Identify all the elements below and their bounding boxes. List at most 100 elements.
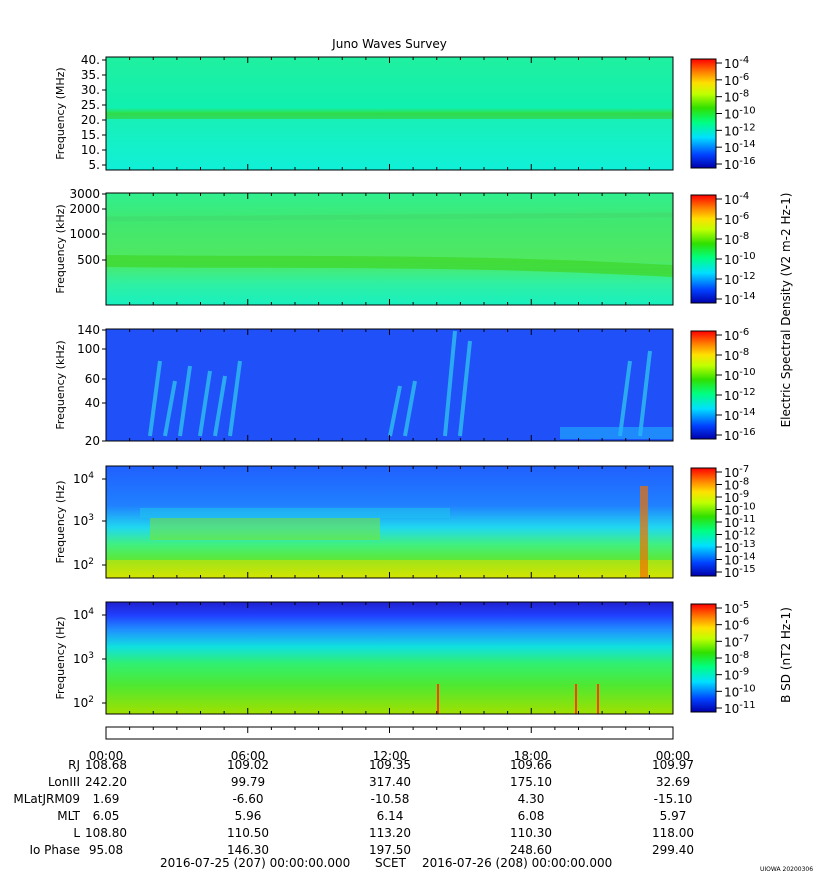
- time-tick-label: 00:00: [655, 749, 691, 763]
- colorbar-3: 10-6 10-8 10-10 10-12 10-14 10-16: [690, 327, 756, 443]
- colorbar-tick-label: 10-14: [724, 291, 756, 307]
- colorbar-gradient: [690, 194, 717, 304]
- colorbar-tick-label: 10-16: [724, 427, 756, 443]
- y-tick-label: 35.: [81, 68, 100, 82]
- ephemeris-value: 6.14: [376, 809, 404, 823]
- y-axis-label: Frequency (kHz): [54, 204, 67, 293]
- colorbar-tick-label: 10-12: [724, 122, 756, 138]
- burst-streak: [403, 380, 417, 437]
- ephemeris-row-label: L: [73, 826, 80, 840]
- y-tick-label: 60: [85, 372, 100, 386]
- emission-band: [105, 212, 674, 222]
- burst-streak: [198, 370, 212, 437]
- emission-band: [140, 508, 450, 518]
- colorbar-tick-label: 10-4: [724, 55, 749, 71]
- colorbar-tick-label: 10-10: [724, 683, 756, 699]
- ephemeris-value: 248.60: [510, 843, 552, 857]
- colorbar-tick-label: 10-8: [724, 347, 749, 363]
- y-tick-label: 40.: [81, 53, 100, 67]
- ephemeris-value: 110.30: [510, 826, 552, 840]
- burst-streak: [458, 340, 472, 437]
- ephemeris-value: 32.69: [655, 775, 691, 789]
- spectrogram-panel-5: Frequency (Hz) 104 103 102: [54, 601, 674, 715]
- y-tick-label: 103: [73, 651, 94, 666]
- y-tick-label: 1000: [69, 227, 100, 241]
- colorbar-tick-label: 10-12: [724, 271, 756, 287]
- colorbar-tick-label: 10-7: [724, 633, 749, 649]
- ephemeris-value: 5.96: [234, 809, 262, 823]
- colorbar-tick-label: 10-14: [724, 407, 756, 423]
- y-tick-label: 10.: [81, 143, 100, 157]
- colorbar-gradient: [690, 58, 717, 169]
- colorbar-tick-label: 10-10: [724, 106, 756, 122]
- colorbar-2: 10-4 10-6 10-8 10-10 10-12 10-14: [690, 191, 756, 307]
- ephemeris-value: 110.50: [227, 826, 269, 840]
- burst-streak: [388, 385, 402, 437]
- y-tick-label: 102: [73, 557, 94, 572]
- ephemeris-value: 118.00: [652, 826, 694, 840]
- ephemeris-value: 99.79: [230, 775, 266, 789]
- ephemeris-value: 109.97: [652, 758, 694, 772]
- ephemeris-value: 108.68: [85, 758, 127, 772]
- time-tick-label: 06:00: [230, 749, 266, 763]
- spectrogram-panel-3: Frequency (kHz) 140 100 60 40 20: [54, 323, 674, 448]
- colorbar-tick-label: 10-10: [724, 251, 756, 267]
- y-axis-label: Frequency (Hz): [54, 481, 67, 564]
- y-tick-label: 103: [73, 513, 94, 528]
- spectrogram-image: [106, 329, 673, 441]
- colorbar-tick-label: 10-8: [724, 231, 749, 247]
- ephemeris-value: 109.02: [227, 758, 269, 772]
- ephemeris-row-label: MLatJRM09: [13, 792, 80, 806]
- credit-stamp: UIOWA 20200306: [760, 866, 814, 873]
- colorbar-tick-label: 10-9: [724, 667, 749, 683]
- colorbar-tick-label: 10-14: [724, 139, 756, 155]
- ephemeris-value: 146.30: [227, 843, 269, 857]
- emission-band: [106, 113, 673, 119]
- emission-band: [105, 255, 674, 277]
- y-tick-label: 104: [73, 471, 94, 486]
- ephemeris-value: 6.05: [92, 809, 120, 823]
- ephemeris-value: 317.40: [369, 775, 411, 789]
- y-tick-label: 140: [77, 323, 100, 337]
- colorbar-tick-label: 10-5: [724, 600, 749, 616]
- footer-scet-label: SCET: [375, 856, 406, 870]
- y-axis-label: Frequency (kHz): [54, 340, 67, 429]
- spectrogram-panel-4: Frequency (Hz) 104 103 102: [54, 465, 674, 579]
- y-tick-label: 15.: [81, 128, 100, 142]
- ephemeris-row-label: Io Phase: [29, 843, 80, 857]
- ephemeris-value: 4.30: [517, 792, 545, 806]
- y-tick-label: 102: [73, 695, 94, 710]
- ephemeris-row-label: LonIII: [47, 775, 80, 789]
- burst-streak: [228, 360, 242, 437]
- ephemeris-value: 197.50: [369, 843, 411, 857]
- burst-streak: [163, 380, 177, 437]
- ephemeris-value: 109.66: [510, 758, 552, 772]
- ephemeris-value: 299.40: [652, 843, 694, 857]
- colorbar-tick-label: 10-6: [724, 327, 749, 343]
- spectrogram-panel-1: Frequency (MHz) 40.35.30.25.20.15.10.5.: [54, 53, 674, 172]
- y-tick-label: 20.: [81, 113, 100, 127]
- y-tick-label: 104: [73, 607, 94, 622]
- ephemeris-row-label: MLT: [57, 809, 80, 823]
- y-tick-label: 2000: [69, 202, 100, 216]
- colorbar-tick-label: 10-6: [724, 72, 749, 88]
- emission-patch: [560, 427, 673, 439]
- burst-streak: [638, 350, 652, 437]
- colorbar-tick-label: 10-6: [724, 617, 749, 633]
- time-tick-label: 18:00: [513, 749, 549, 763]
- burst-streak: [640, 486, 648, 578]
- footer-end-time: 2016-07-26 (208) 00:00:00.000: [422, 856, 613, 870]
- y-tick-label: 20: [85, 434, 100, 448]
- colorbar-label-magnetic: B SD (nT2 Hz-1): [779, 607, 793, 703]
- ephemeris-value: 113.20: [369, 826, 411, 840]
- burst-streak: [148, 360, 162, 437]
- spectrogram-image: [106, 602, 673, 714]
- time-tick-label: 12:00: [372, 749, 408, 763]
- burst-streak: [178, 365, 192, 437]
- footer-start-time: 2016-07-25 (207) 00:00:00.000: [160, 856, 351, 870]
- ephemeris-value: 95.08: [88, 843, 124, 857]
- colorbar-label-electric: Electric Spectral Density (V2 m-2 Hz-1): [779, 193, 793, 428]
